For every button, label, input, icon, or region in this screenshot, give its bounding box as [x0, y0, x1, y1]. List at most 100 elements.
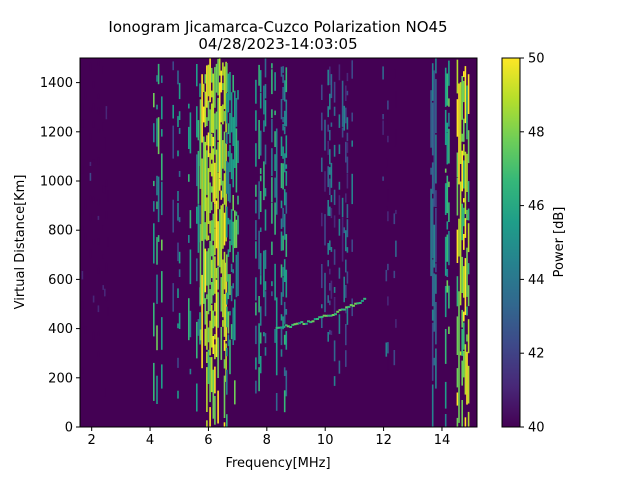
- heatmap-cell: [92, 103, 95, 111]
- heatmap-cell: [343, 276, 345, 303]
- heatmap-cell: [196, 106, 198, 138]
- heatmap-cell: [156, 104, 158, 110]
- heatmap-cell: [430, 188, 432, 277]
- heatmap-cell: [346, 72, 349, 82]
- echo-trace-point: [325, 314, 328, 317]
- heatmap-cell: [258, 181, 260, 220]
- heatmap-cell: [264, 100, 267, 127]
- heatmap-cell: [345, 350, 347, 367]
- heatmap-cell: [329, 149, 331, 165]
- heatmap-cell: [387, 359, 389, 370]
- heatmap-cell: [104, 288, 106, 297]
- heatmap-cell: [212, 213, 215, 241]
- echo-trace-point: [298, 322, 301, 325]
- heatmap-cell: [435, 263, 437, 273]
- heatmap-cell: [283, 189, 286, 206]
- heatmap-cell: [204, 74, 207, 84]
- heatmap-cell: [230, 324, 233, 340]
- heatmap-cell: [196, 206, 198, 224]
- heatmap-cell: [207, 100, 210, 121]
- heatmap-cell: [258, 120, 260, 160]
- heatmap-cell: [346, 117, 349, 130]
- heatmap-cell: [204, 222, 207, 240]
- heatmap-cell: [435, 79, 437, 134]
- heatmap-cell: [259, 191, 262, 212]
- heatmap-band: [255, 58, 288, 413]
- heatmap-cell: [217, 337, 219, 378]
- heatmap-cell: [215, 200, 218, 249]
- heatmap-cell: [259, 227, 262, 232]
- heatmap-cell: [467, 208, 470, 221]
- heatmap-cell: [156, 201, 158, 210]
- heatmap-cell: [229, 274, 231, 295]
- heatmap-cell: [206, 367, 208, 412]
- heatmap-cell: [222, 320, 224, 327]
- heatmap-cell: [333, 340, 336, 362]
- heatmap-cell: [274, 329, 276, 343]
- heatmap-cell: [327, 166, 329, 188]
- heatmap-cell: [280, 66, 283, 77]
- heatmap-cell: [264, 84, 267, 99]
- heatmap-cell: [97, 93, 100, 99]
- heatmap-cell: [223, 375, 226, 418]
- heatmap-cell: [283, 127, 286, 135]
- heatmap-cell: [456, 392, 459, 406]
- heatmap-cell: [84, 326, 87, 334]
- heatmap-cell: [215, 111, 218, 130]
- heatmap-cell: [230, 263, 233, 272]
- heatmap-cell: [220, 106, 223, 123]
- heatmap-cell: [258, 296, 260, 313]
- heatmap-cell: [338, 114, 341, 128]
- heatmap-cell: [324, 214, 326, 246]
- heatmap-cell: [234, 299, 236, 341]
- heatmap-cell: [333, 297, 336, 316]
- heatmap-cell: [230, 285, 233, 302]
- heatmap-cell: [223, 359, 226, 369]
- heatmap-cell: [456, 177, 459, 216]
- heatmap-cell: [188, 235, 190, 243]
- heatmap-cell: [264, 333, 267, 344]
- heatmap-cell: [214, 162, 216, 205]
- heatmap-cell: [433, 70, 436, 207]
- y-axis: 0 200 400 600 800 1000 1200 1400: [40, 76, 80, 436]
- heatmap-cell: [178, 111, 181, 120]
- heatmap-cell: [463, 144, 465, 156]
- heatmap-cell: [282, 316, 284, 330]
- heatmap-cell: [229, 339, 231, 375]
- heatmap-cell: [207, 235, 210, 241]
- heatmap-cell: [448, 60, 450, 86]
- heatmap-cell: [385, 158, 388, 168]
- heatmap-cell: [178, 269, 181, 277]
- heatmap-cell: [222, 83, 224, 90]
- heatmap-cell: [89, 172, 92, 181]
- heatmap-cell: [196, 64, 198, 87]
- heatmap-cell: [156, 375, 158, 404]
- echo-trace-point: [334, 313, 337, 316]
- heatmap-cell: [97, 267, 100, 274]
- heatmap-cell: [105, 106, 108, 120]
- heatmap-cell: [223, 340, 226, 351]
- heatmap-cell: [107, 307, 109, 316]
- heatmap-cell: [197, 150, 200, 204]
- heatmap-cell: [346, 308, 349, 325]
- heatmap-cell: [283, 110, 286, 127]
- echo-trace-point: [275, 326, 279, 329]
- heatmap-cell: [259, 306, 262, 326]
- heatmap-cell: [271, 291, 273, 297]
- heatmap-cell: [156, 274, 158, 304]
- heatmap-cell: [259, 356, 262, 374]
- heatmap-cell: [218, 58, 221, 76]
- heatmap-cell: [280, 163, 283, 189]
- heatmap-cell: [282, 235, 284, 251]
- heatmap-cell: [226, 306, 228, 328]
- heatmap-cell: [255, 184, 257, 197]
- heatmap-cell: [214, 204, 216, 228]
- heatmap-cell: [97, 305, 100, 313]
- heatmap-cell: [229, 311, 231, 316]
- heatmap-cell: [464, 151, 467, 215]
- plot-frame: [79, 57, 478, 428]
- heatmap-cell: [214, 334, 216, 340]
- heatmap-cell: [283, 334, 286, 345]
- heatmap-cell: [444, 109, 447, 145]
